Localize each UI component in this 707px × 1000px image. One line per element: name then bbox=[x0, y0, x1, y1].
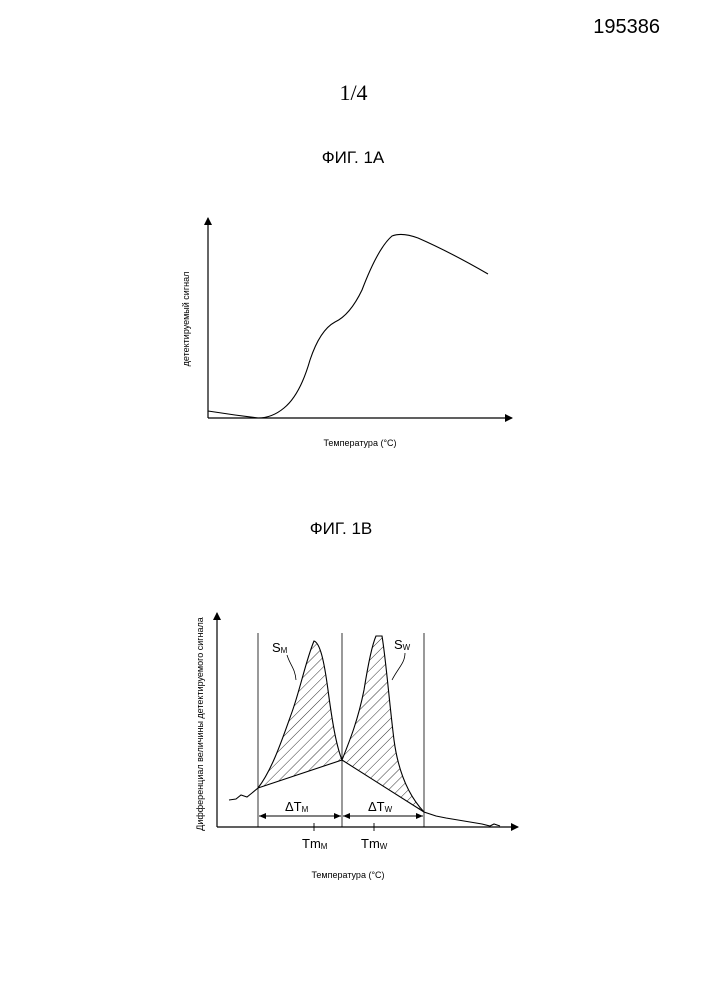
delta-tm-label: ΔTM bbox=[285, 799, 309, 814]
figure-1a-graph bbox=[208, 218, 512, 418]
sw-label: SW bbox=[394, 637, 411, 652]
tm-w-label: TmW bbox=[361, 836, 388, 851]
delta-tw-label: ΔTW bbox=[368, 799, 393, 814]
sw-leader bbox=[392, 653, 405, 680]
tm-m-label: TmM bbox=[302, 836, 328, 851]
sm-leader bbox=[287, 655, 296, 680]
figure-1b-graph: SM SW ΔTM ΔTW TmM TmW bbox=[217, 613, 518, 851]
sm-label: SM bbox=[272, 640, 288, 655]
figure-1a-signal-curve bbox=[208, 234, 488, 418]
